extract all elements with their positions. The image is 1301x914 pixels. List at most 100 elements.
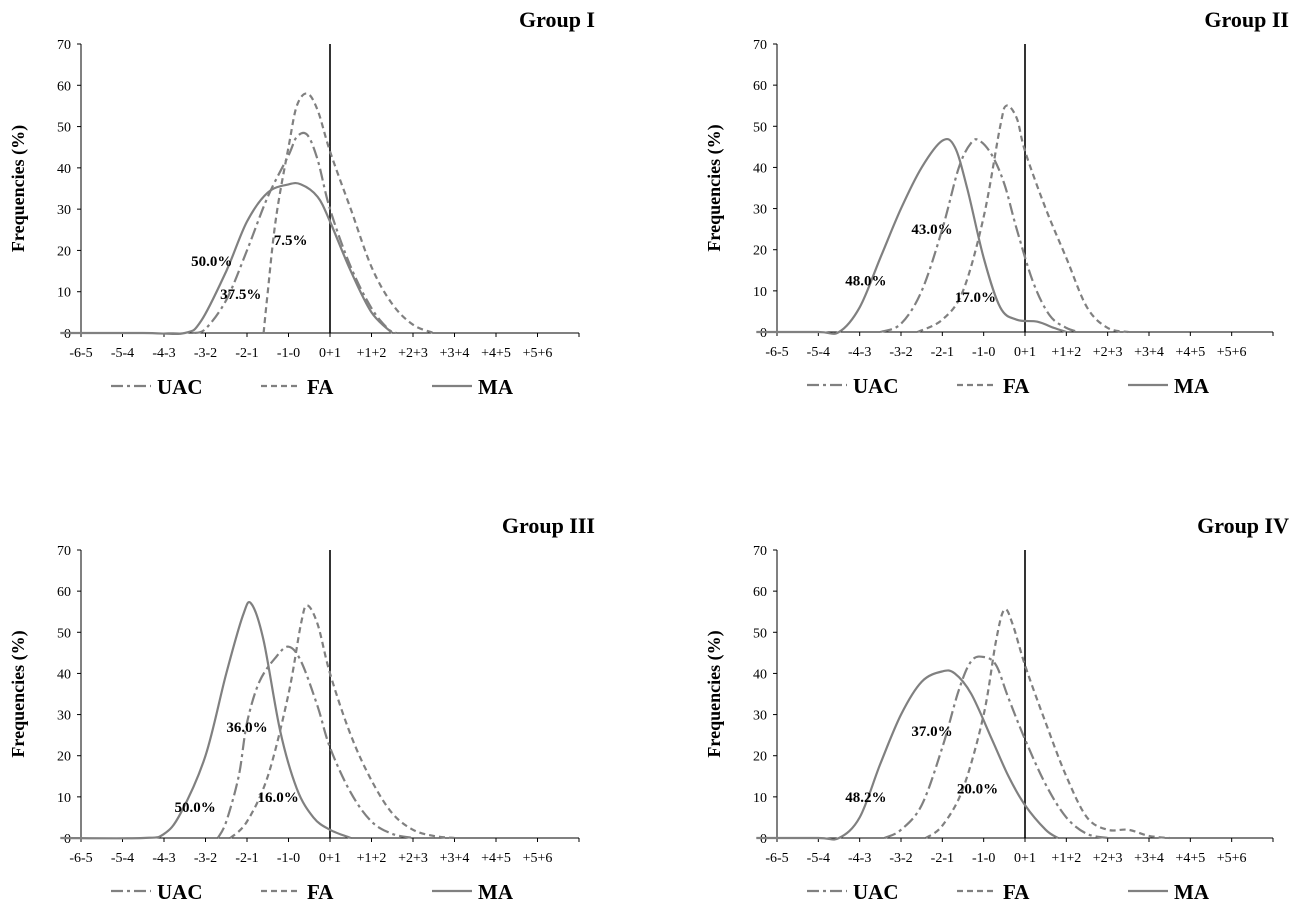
x-tick-label: -4-3 xyxy=(848,851,871,866)
data-label: 50.0% xyxy=(175,800,216,816)
y-tick-label: 0 xyxy=(64,832,71,847)
x-tick-label: -2-1 xyxy=(931,851,954,866)
data-label: 37.5% xyxy=(220,287,261,303)
y-tick-label: 20 xyxy=(753,244,767,259)
x-tick-label: +5+6 xyxy=(1217,851,1247,866)
x-tick-label: -2-1 xyxy=(235,346,258,361)
y-tick-label: 40 xyxy=(57,667,71,682)
y-tick-label: 70 xyxy=(57,544,71,559)
data-label: 17.0% xyxy=(955,290,996,306)
x-tick-label: -2-1 xyxy=(235,851,258,866)
y-tick-label: 10 xyxy=(57,791,71,806)
x-tick-label: -5-4 xyxy=(807,345,830,360)
y-tick-label: 40 xyxy=(753,667,767,682)
legend-label-fa: FA xyxy=(1003,880,1030,904)
y-tick-label: 30 xyxy=(753,709,767,724)
x-tick-label: -5-4 xyxy=(111,346,134,361)
legend-label-ma: MA xyxy=(478,375,514,399)
x-tick-label: +1+2 xyxy=(1051,345,1081,360)
data-label: 20.0% xyxy=(957,782,998,798)
data-label: 36.0% xyxy=(226,720,267,736)
data-label: 7.5% xyxy=(274,233,308,249)
x-tick-label: +5+6 xyxy=(1217,345,1247,360)
y-tick-label: 30 xyxy=(753,203,767,218)
y-axis-label: Frequencies (%) xyxy=(704,124,725,251)
series-line-ma xyxy=(60,600,352,840)
x-tick-label: +4+5 xyxy=(1175,345,1205,360)
x-tick-label: +2+3 xyxy=(398,851,428,866)
data-label: 48.0% xyxy=(845,274,886,290)
x-tick-label: -6-5 xyxy=(765,851,788,866)
y-tick-label: 40 xyxy=(57,162,71,177)
y-tick-label: 60 xyxy=(57,585,71,600)
x-tick-label: -5-4 xyxy=(111,851,134,866)
legend-label-ma: MA xyxy=(1174,374,1210,398)
data-label: 37.0% xyxy=(911,724,952,740)
chart-title: Group I xyxy=(519,7,595,32)
x-tick-label: +1+2 xyxy=(357,851,387,866)
y-axis-label: Frequencies (%) xyxy=(8,630,29,757)
x-tick-label: -3-2 xyxy=(889,345,912,360)
chart-panel-3: Group III Frequencies (%) 0 10 20 30 40 50 60 70 -… xyxy=(8,513,595,904)
x-tick-label: +4+5 xyxy=(481,346,511,361)
x-tick-label: -2-1 xyxy=(931,345,954,360)
legend-label-fa: FA xyxy=(1003,374,1030,398)
y-tick-label: 0 xyxy=(64,327,71,342)
data-label: 43.0% xyxy=(911,222,952,238)
x-tick-label: +3+4 xyxy=(440,346,470,361)
y-tick-label: 50 xyxy=(753,120,767,135)
y-tick-label: 60 xyxy=(753,79,767,94)
y-tick-label: 60 xyxy=(57,79,71,94)
x-tick-label: -3-2 xyxy=(194,851,217,866)
x-tick-label: -3-2 xyxy=(889,851,912,866)
x-tick-label: +3+4 xyxy=(440,851,470,866)
x-tick-label: -4-3 xyxy=(848,345,871,360)
chart-title: Group II xyxy=(1204,7,1289,32)
x-tick-label: +1+2 xyxy=(357,346,387,361)
x-tick-label: +1+2 xyxy=(1051,851,1081,866)
legend-label-ma: MA xyxy=(478,880,514,904)
y-tick-label: 50 xyxy=(57,121,71,136)
x-tick-label: -1-0 xyxy=(277,346,300,361)
series-line-ma xyxy=(60,181,394,336)
data-label: 48.2% xyxy=(845,790,886,806)
x-tick-label: -1-0 xyxy=(972,345,995,360)
x-tick-label: -1-0 xyxy=(972,851,995,866)
series-line-uac xyxy=(879,138,1080,334)
x-tick-label: +3+4 xyxy=(1134,345,1164,360)
y-tick-label: 10 xyxy=(753,285,767,300)
x-tick-label: +5+6 xyxy=(523,851,553,866)
y-axis-label: Frequencies (%) xyxy=(8,125,29,252)
x-tick-label: 0+1 xyxy=(319,346,341,361)
x-tick-label: -5-4 xyxy=(807,851,830,866)
y-tick-label: 0 xyxy=(760,326,767,341)
x-tick-label: +3+4 xyxy=(1134,851,1164,866)
y-tick-label: 20 xyxy=(57,244,71,259)
series-line-fa xyxy=(925,608,1170,840)
y-tick-label: 20 xyxy=(753,750,767,765)
x-tick-label: -4-3 xyxy=(152,851,175,866)
x-tick-label: 0+1 xyxy=(1014,345,1036,360)
legend-label-uac: UAC xyxy=(157,375,203,399)
series-line-uac xyxy=(216,645,414,840)
x-tick-label: -1-0 xyxy=(277,851,300,866)
y-tick-label: 30 xyxy=(57,709,71,724)
y-tick-label: 70 xyxy=(57,38,71,53)
x-tick-label: 0+1 xyxy=(1014,851,1036,866)
x-tick-label: +5+6 xyxy=(523,346,553,361)
series-line-fa xyxy=(917,104,1129,334)
chart-panel-4: Group IV Frequencies (%) 0 10 20 30 40 50 60 70 -6… xyxy=(704,513,1289,904)
x-tick-label: -6-5 xyxy=(69,346,92,361)
series-line-fa xyxy=(262,92,435,335)
legend-label-uac: UAC xyxy=(853,374,899,398)
data-label: 16.0% xyxy=(258,790,299,806)
series-line-ma xyxy=(756,669,1059,841)
series-line-uac xyxy=(192,131,397,335)
x-tick-label: -3-2 xyxy=(194,346,217,361)
legend-label-fa: FA xyxy=(307,375,334,399)
y-tick-label: 50 xyxy=(753,626,767,641)
x-tick-label: +2+3 xyxy=(1093,851,1123,866)
chart-panel-2: Group II Frequencies (%) 0 10 20 30 40 50 60 70 -6… xyxy=(704,7,1289,398)
